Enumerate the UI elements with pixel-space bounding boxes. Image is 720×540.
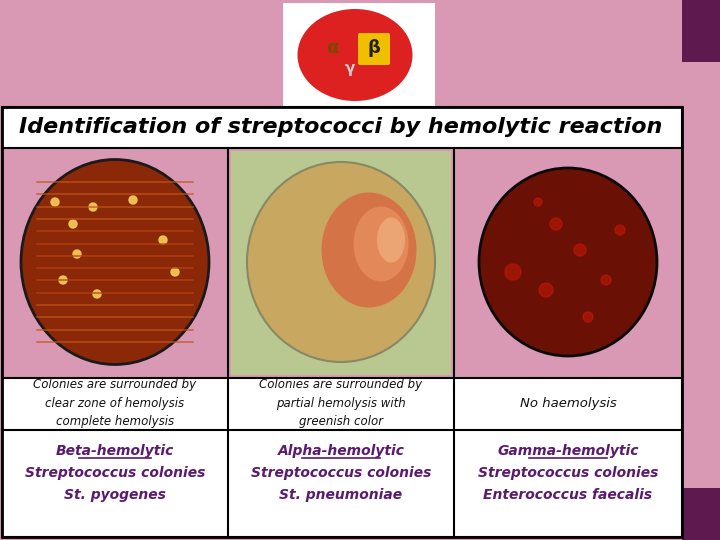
Text: Streptococcus colonies: Streptococcus colonies <box>24 466 205 480</box>
Text: Alpha-hemolytic: Alpha-hemolytic <box>277 444 405 458</box>
Text: St. pyogenes: St. pyogenes <box>64 488 166 502</box>
Circle shape <box>539 283 553 297</box>
Text: Gamma-hemolytic: Gamma-hemolytic <box>498 444 639 458</box>
Text: α: α <box>326 39 338 57</box>
Circle shape <box>89 203 97 211</box>
Text: β: β <box>368 39 380 57</box>
Text: Colonies are surrounded by
clear zone of hemolysis
complete hemolysis: Colonies are surrounded by clear zone of… <box>33 378 197 428</box>
Circle shape <box>73 250 81 258</box>
Bar <box>682 488 720 540</box>
Circle shape <box>574 244 586 256</box>
FancyBboxPatch shape <box>358 33 390 65</box>
Circle shape <box>615 225 625 235</box>
Ellipse shape <box>297 9 413 101</box>
Text: Colonies are surrounded by
partial hemolysis with
greenish color: Colonies are surrounded by partial hemol… <box>259 378 423 428</box>
Text: γ: γ <box>345 60 355 76</box>
Bar <box>229 149 453 377</box>
Ellipse shape <box>247 162 435 362</box>
Bar <box>2 107 682 537</box>
Circle shape <box>534 198 542 206</box>
Ellipse shape <box>322 192 416 307</box>
Bar <box>455 149 681 377</box>
Text: Enterococcus faecalis: Enterococcus faecalis <box>483 488 652 502</box>
Ellipse shape <box>21 159 209 364</box>
Circle shape <box>129 196 137 204</box>
Text: No haemolysis: No haemolysis <box>520 396 616 409</box>
Circle shape <box>93 290 101 298</box>
Circle shape <box>159 236 167 244</box>
Ellipse shape <box>354 206 408 281</box>
Ellipse shape <box>377 218 405 262</box>
Text: Identification of streptococci by hemolytic reaction: Identification of streptococci by hemoly… <box>19 117 662 137</box>
Circle shape <box>583 312 593 322</box>
Bar <box>3 149 227 377</box>
Ellipse shape <box>479 168 657 356</box>
Bar <box>2 107 682 537</box>
Text: Streptococcus colonies: Streptococcus colonies <box>251 466 431 480</box>
Bar <box>682 0 720 62</box>
Circle shape <box>171 268 179 276</box>
Circle shape <box>550 218 562 230</box>
Text: St. pneumoniae: St. pneumoniae <box>279 488 402 502</box>
Text: Beta-hemolytic: Beta-hemolytic <box>56 444 174 458</box>
Circle shape <box>505 264 521 280</box>
Bar <box>231 151 451 375</box>
Bar <box>283 3 435 106</box>
Circle shape <box>51 198 59 206</box>
Text: Streptococcus colonies: Streptococcus colonies <box>478 466 658 480</box>
Circle shape <box>69 220 77 228</box>
Circle shape <box>601 275 611 285</box>
Circle shape <box>59 276 67 284</box>
